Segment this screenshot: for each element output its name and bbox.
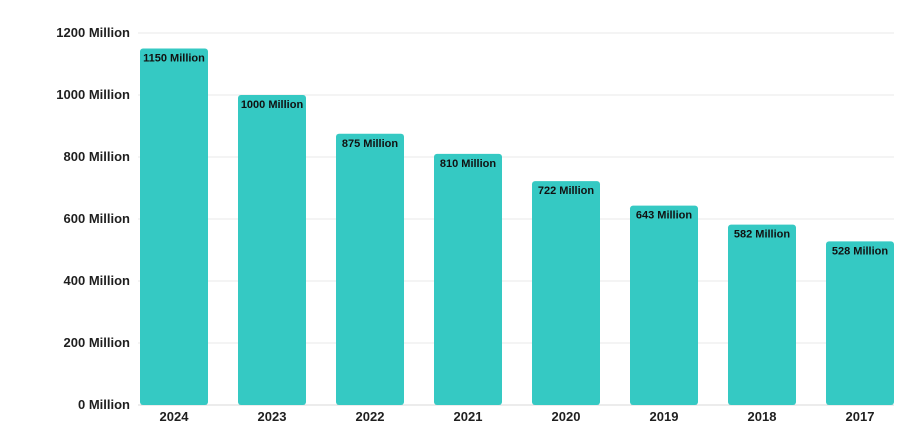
- x-axis: 2024 2023 2022 2021 2020 2019 2018 2017: [160, 409, 875, 424]
- bar-value-label: 722 Million: [538, 185, 595, 197]
- data-labels: 1150 Million 1000 Million 875 Million 810 M…: [143, 53, 888, 258]
- bar-2020: [532, 181, 600, 405]
- x-tick-label: 2019: [650, 409, 679, 424]
- x-tick-label: 2023: [258, 409, 287, 424]
- bar-value-label: 643 Million: [636, 210, 693, 222]
- bar-2021: [434, 153, 502, 405]
- x-tick-label: 2024: [160, 409, 190, 424]
- bar-value-label: 875 Million: [342, 138, 399, 150]
- bar-2018: [728, 224, 796, 405]
- bar-value-label: 1000 Million: [241, 99, 304, 111]
- x-tick-label: 2022: [356, 409, 385, 424]
- x-tick-label: 2017: [846, 409, 875, 424]
- y-axis: 0 Million 200 Million 400 Million 600 Milli…: [56, 25, 130, 412]
- y-tick-label: 1000 Million: [56, 87, 130, 102]
- y-tick-label: 400 Million: [64, 273, 131, 288]
- y-tick-label: 0 Million: [78, 397, 130, 412]
- y-tick-label: 800 Million: [64, 149, 131, 164]
- bar-2022: [336, 133, 404, 405]
- bar-value-label: 810 Million: [440, 158, 497, 170]
- x-tick-label: 2021: [454, 409, 483, 424]
- bar-value-label: 582 Million: [734, 229, 791, 241]
- y-tick-label: 200 Million: [64, 335, 131, 350]
- x-tick-label: 2018: [748, 409, 777, 424]
- bars: [140, 48, 894, 405]
- bar-2023: [238, 95, 306, 405]
- x-tick-label: 2020: [552, 409, 581, 424]
- bar-value-label: 528 Million: [832, 245, 889, 257]
- bar-2017: [826, 241, 894, 405]
- bar-2019: [630, 205, 698, 405]
- bar-value-label: 1150 Million: [143, 53, 205, 65]
- y-tick-label: 600 Million: [64, 211, 131, 226]
- y-tick-label: 1200 Million: [56, 25, 130, 40]
- bar-2024: [140, 48, 208, 405]
